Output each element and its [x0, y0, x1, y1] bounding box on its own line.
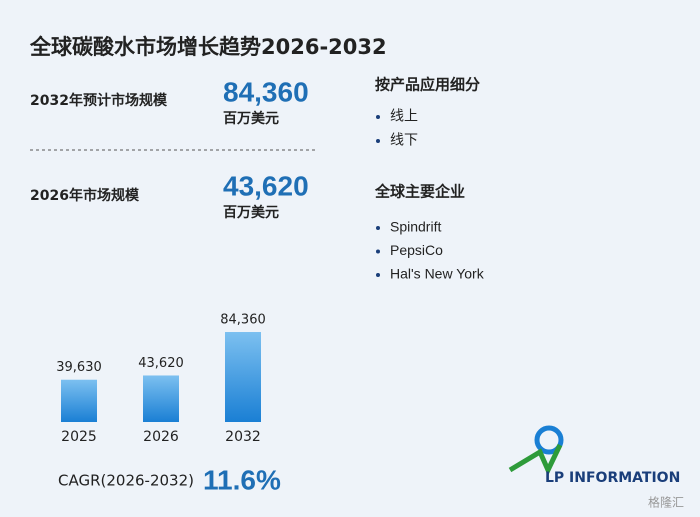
cagr-value: 11.6%	[203, 464, 281, 495]
data-label: 43,620	[138, 356, 184, 371]
x-tick-label: 2025	[61, 429, 97, 445]
data-label: 39,630	[56, 360, 102, 375]
company-list: Spindrift PepsiCo Hal's New York	[376, 219, 485, 282]
logo-mark	[508, 443, 563, 476]
bullet	[376, 226, 380, 230]
list-item: PepsiCo	[390, 242, 443, 258]
logo-text: LP INFORMATION	[545, 470, 680, 486]
logo-mark	[534, 425, 564, 455]
list-item: Hal's New York	[390, 266, 485, 282]
stat-label: 2032年预计市场规模	[30, 92, 168, 109]
stat-label: 2026年市场规模	[30, 187, 140, 204]
section-title: 按产品应用细分	[375, 76, 480, 94]
stat-value: 84,360	[223, 76, 309, 107]
title: 全球碳酸水市场增长趋势2026-2032	[29, 35, 387, 59]
bar	[225, 332, 261, 422]
logo: LP INFORMATION	[508, 425, 680, 486]
bar	[61, 379, 97, 422]
bullet	[376, 273, 380, 277]
bullet	[376, 249, 380, 254]
stat-value: 43,620	[223, 170, 309, 201]
watermark: 格隆汇	[648, 495, 684, 510]
list-item: 线下	[390, 132, 418, 148]
bullet	[376, 139, 380, 143]
stat-unit: 百万美元	[223, 110, 279, 127]
list-item: Spindrift	[390, 219, 441, 235]
bar-chart: 39,630 2025 43,620 2026 84,360 2032	[56, 313, 266, 445]
stat-unit: 百万美元	[223, 204, 279, 221]
bullet	[376, 115, 380, 119]
x-tick-label: 2026	[143, 429, 179, 445]
section-title: 全球主要企业	[374, 183, 465, 201]
x-tick-label: 2032	[225, 429, 261, 445]
list-item: 线上	[390, 108, 418, 124]
data-label: 84,360	[220, 313, 266, 328]
bar	[143, 375, 179, 422]
cagr-label: CAGR(2026-2032)	[58, 472, 194, 490]
